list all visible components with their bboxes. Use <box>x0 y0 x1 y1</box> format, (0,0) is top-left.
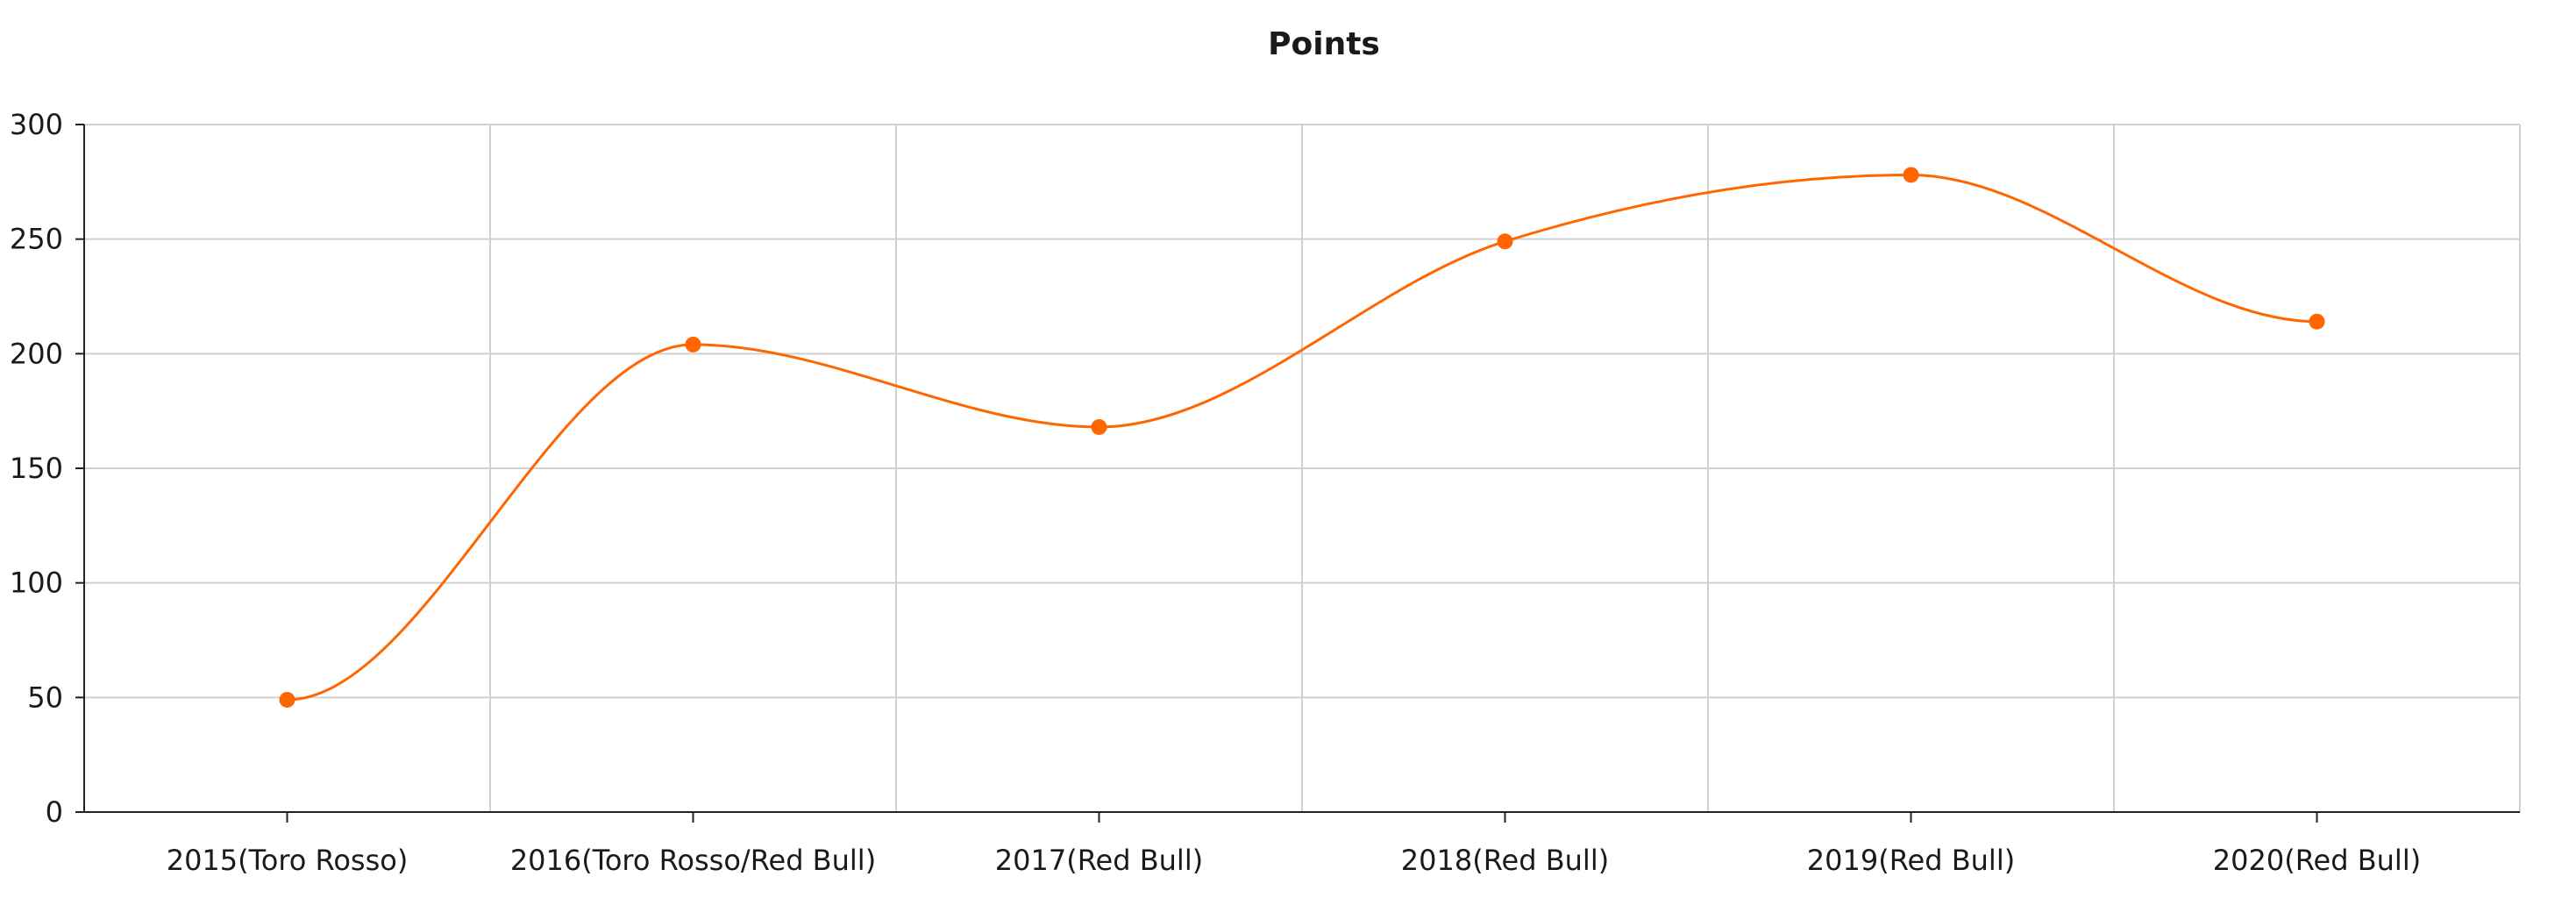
grid-lines <box>84 124 2521 812</box>
tick-labels: 0 50 100 150 200 250 300 2015(Toro Rosso) 2016(T… <box>10 108 2421 877</box>
axes <box>75 124 2520 823</box>
data-point <box>1497 233 1513 250</box>
y-tick-label: 0 <box>46 795 63 829</box>
data-point <box>1903 167 1919 183</box>
series-line <box>287 173 2317 702</box>
x-tick-label: 2019(Red Bull) <box>1807 844 2015 877</box>
y-tick-label: 300 <box>10 108 63 141</box>
chart-title: Points <box>1268 26 1380 62</box>
x-tick-label: 2020(Red Bull) <box>2213 844 2421 877</box>
data-point <box>1091 418 1107 435</box>
x-tick-label: 2018(Red Bull) <box>1401 844 1609 877</box>
y-tick-label: 250 <box>10 223 63 256</box>
x-tick-label: 2016(Toro Rosso/Red Bull) <box>510 844 876 877</box>
data-point <box>685 336 701 353</box>
x-tick-label: 2017(Red Bull) <box>995 844 1203 877</box>
y-tick-label: 150 <box>10 452 63 485</box>
data-point <box>2309 313 2325 330</box>
series-layer <box>279 167 2325 708</box>
data-point <box>279 691 295 708</box>
x-tick-label: 2015(Toro Rosso) <box>167 844 409 877</box>
y-tick-label: 200 <box>10 337 63 370</box>
y-tick-label: 100 <box>10 567 63 600</box>
y-tick-label: 50 <box>27 681 63 714</box>
